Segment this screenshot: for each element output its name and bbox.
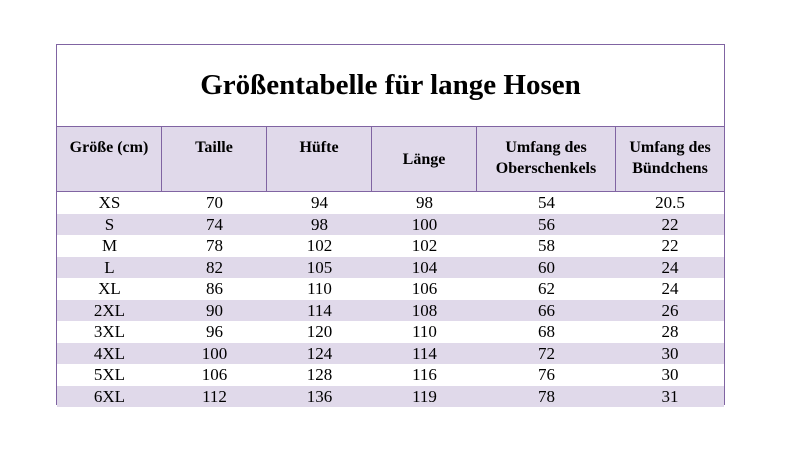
table-cell: 96: [206, 322, 223, 341]
table-cell: 120: [306, 322, 333, 341]
header-waist: Taille: [162, 127, 267, 191]
table-cell: 102: [411, 236, 438, 255]
table-body: XS 70 94 98 54 20.5 S 74 98 100 56 22 M 78 102 102 58 22 L…: [57, 192, 724, 407]
table-cell: 24: [661, 257, 679, 277]
table-cell: 86: [206, 279, 223, 298]
table-cell: 82: [206, 257, 223, 277]
table-cell: 124: [306, 343, 333, 363]
table-cell: 110: [307, 279, 332, 298]
table-cell: 6XL: [93, 386, 126, 406]
table-cell: 4XL: [93, 343, 126, 363]
table-cell: 56: [538, 214, 555, 234]
table-cell: 60: [538, 257, 555, 277]
table-cell: 90: [206, 300, 223, 320]
header-cuff: Umfang des Bündchens: [629, 139, 711, 177]
table-title: Größentabelle für lange Hosen: [57, 45, 724, 127]
table-cell: 78: [538, 386, 555, 406]
table-row: 6XL 112 136 119 78 31: [57, 385, 724, 407]
table-cell: 102: [306, 236, 333, 255]
table-row: XS 70 94 98 54 20.5: [57, 192, 724, 214]
table-cell: 76: [538, 365, 555, 384]
header-row: Größe (cm) Taille Hüfte Länge Umfang des…: [57, 127, 724, 192]
table-cell: 94: [311, 193, 328, 212]
table-cell: 119: [412, 386, 437, 406]
table-cell: 72: [538, 343, 555, 363]
table-cell: 3XL: [93, 322, 126, 341]
table-cell: 22: [661, 214, 679, 234]
table-cell: XL: [98, 279, 121, 298]
header-size: Größe (cm): [57, 127, 162, 191]
table-cell: 30: [661, 343, 679, 363]
table-cell: 98: [311, 214, 328, 234]
table-row: XL 86 110 106 62 24: [57, 278, 724, 300]
table-row: 5XL 106 128 116 76 30: [57, 364, 724, 386]
table-cell: 136: [306, 386, 333, 406]
table-cell: 70: [206, 193, 223, 212]
table-cell: 100: [411, 214, 438, 234]
table-cell: 5XL: [93, 365, 126, 384]
table-cell: 58: [538, 236, 555, 255]
table-cell: 74: [206, 214, 223, 234]
table-cell: 106: [411, 279, 438, 298]
table-cell: 114: [307, 300, 332, 320]
table-cell: 30: [661, 365, 679, 384]
table-cell: 78: [206, 236, 223, 255]
header-length: Länge: [372, 127, 477, 191]
table-cell: 100: [201, 343, 228, 363]
table-row: S 74 98 100 56 22: [57, 213, 724, 235]
table-cell: 110: [412, 322, 437, 341]
size-table: Größentabelle für lange Hosen Größe (cm)…: [56, 44, 725, 407]
table-row: 2XL 90 114 108 66 26: [57, 299, 724, 321]
table-cell: S: [104, 214, 115, 234]
table-cell: 22: [661, 236, 679, 255]
table-row: 4XL 100 124 114 72 30: [57, 342, 724, 364]
header-thigh: Umfang des Oberschenkels: [477, 127, 616, 191]
table-cell: 106: [201, 365, 228, 384]
table-cell: 2XL: [93, 300, 126, 320]
table-cell: 116: [412, 365, 437, 384]
table-cell: 26: [661, 300, 679, 320]
table-cell: 24: [661, 279, 679, 298]
table-row: 3XL 96 120 110 68 28: [57, 321, 724, 343]
table-cell: 62: [538, 279, 555, 298]
table-cell: M: [101, 236, 118, 255]
table-cell: 104: [411, 257, 438, 277]
table-cell: 54: [538, 193, 555, 212]
table-cell: 20.5: [655, 193, 685, 212]
table-row: L 82 105 104 60 24: [57, 256, 724, 278]
table-cell: 31: [661, 386, 679, 406]
table-cell: 112: [202, 386, 227, 406]
table-cell: 66: [538, 300, 555, 320]
table-cell: 28: [661, 322, 679, 341]
table-cell: 114: [412, 343, 437, 363]
table-cell: L: [104, 257, 115, 277]
table-cell: 68: [538, 322, 555, 341]
table-row: M 78 102 102 58 22: [57, 235, 724, 257]
table-cell: 105: [306, 257, 333, 277]
table-cell: 98: [416, 193, 433, 212]
table-cell: 128: [306, 365, 333, 384]
header-hip: Hüfte: [267, 127, 372, 191]
table-cell: 108: [411, 300, 438, 320]
table-cell: XS: [98, 193, 121, 212]
